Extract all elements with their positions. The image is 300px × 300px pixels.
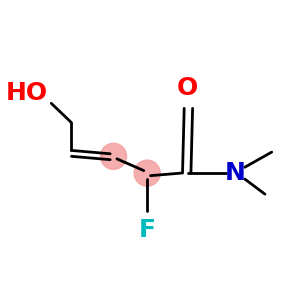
Text: F: F bbox=[139, 218, 156, 242]
Text: N: N bbox=[225, 161, 246, 185]
Text: HO: HO bbox=[6, 81, 48, 105]
Text: O: O bbox=[177, 76, 198, 100]
Circle shape bbox=[100, 143, 127, 170]
Circle shape bbox=[134, 160, 160, 186]
